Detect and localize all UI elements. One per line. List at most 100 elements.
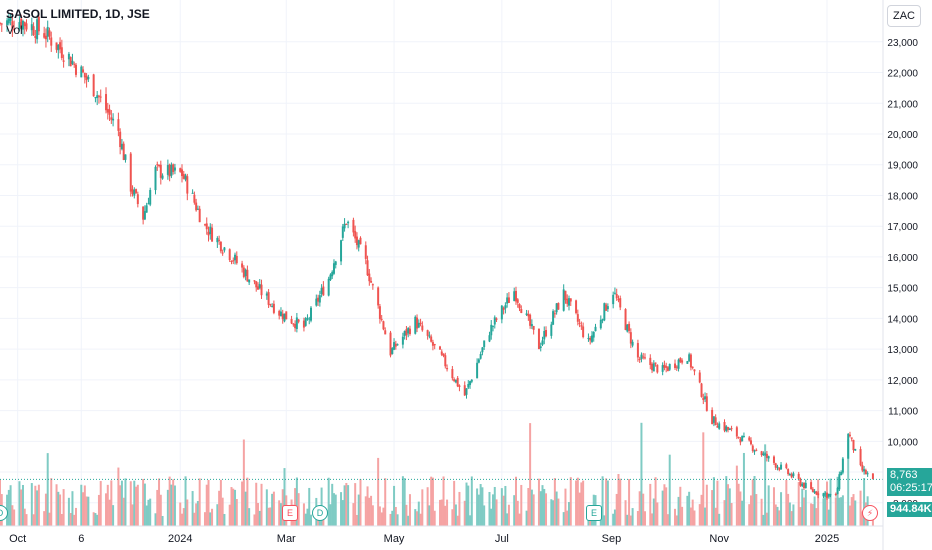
volume-bar (382, 507, 385, 526)
volume-bar (665, 487, 668, 526)
volume-bar (25, 514, 28, 526)
volume-bar (790, 511, 793, 526)
volume-bar (725, 476, 728, 526)
earnings-marker-icon[interactable]: E (282, 505, 298, 521)
candle-body (329, 274, 332, 281)
candle-body (652, 363, 655, 372)
volume-bar (234, 489, 237, 526)
candle-body (248, 279, 251, 283)
candle-body (654, 362, 657, 364)
volume-bar (347, 485, 350, 526)
volume-bar (700, 494, 703, 526)
candle-body (292, 323, 295, 325)
candle-body (550, 324, 553, 336)
volume-bar (417, 501, 420, 526)
candle-body (446, 367, 449, 370)
volume-bar (553, 478, 556, 526)
volume-bar (124, 478, 127, 526)
volume-bar (340, 492, 343, 526)
volume-bar (145, 505, 148, 526)
volume-bar (532, 494, 535, 526)
volume-bar (628, 479, 631, 526)
symbol-title[interactable]: SASOL LIMITED, 1D, JSE (6, 7, 150, 21)
candle-body (97, 95, 100, 97)
candle-body (483, 340, 486, 347)
volume-bar (419, 513, 422, 526)
candle-body (866, 473, 869, 475)
candle-body (403, 330, 406, 336)
volume-bar (476, 488, 479, 526)
candle-body (253, 280, 256, 282)
candle-body (829, 494, 832, 496)
volume-bar (755, 494, 758, 526)
time-axis[interactable]: Oct 6 2024 Mar May Jul Sep Nov 2025 (9, 533, 839, 545)
volume-bar (108, 499, 111, 526)
volume-bar (149, 498, 152, 526)
volume-bar (765, 512, 768, 526)
candle-body (44, 35, 47, 40)
volume-bar (20, 489, 23, 526)
currency-button[interactable]: ZAC (887, 5, 921, 27)
candle-body (727, 427, 730, 430)
candle-body (211, 227, 214, 242)
volume-bar (803, 497, 806, 526)
volume-bar (389, 513, 392, 526)
earnings-marker-icon[interactable]: E (586, 505, 602, 521)
candle-body (345, 223, 348, 225)
candle-body (129, 153, 132, 192)
candle-body (122, 143, 125, 160)
volume-bar (168, 476, 171, 526)
volume-bar (514, 476, 517, 526)
candle-body (520, 309, 523, 314)
volume-bar (539, 491, 542, 526)
volume-bar (256, 502, 259, 526)
candle-body (149, 190, 152, 205)
candle-body (389, 332, 392, 356)
candle-body (772, 456, 775, 463)
volume-bar (716, 480, 719, 526)
last-price-value: 8,763 (890, 469, 918, 481)
price-tick-label: 17,000 (887, 222, 918, 233)
candle-body (476, 362, 479, 379)
volume-bar (235, 499, 238, 526)
volume-bar (23, 508, 26, 526)
candle-body (712, 416, 715, 423)
volume-bar (405, 504, 408, 526)
candle-body (753, 450, 756, 452)
volume-bar (704, 507, 707, 526)
volume-bar (677, 496, 680, 526)
volume-bar (366, 486, 369, 526)
candle-body (778, 467, 781, 470)
candle-body (506, 297, 509, 304)
dividend-marker-icon[interactable]: D (312, 505, 328, 521)
volume-bar (506, 513, 509, 526)
volume-bar (760, 498, 763, 526)
candle-body (679, 358, 682, 362)
volume-bar (465, 482, 468, 526)
candle-body (848, 434, 851, 437)
volume-bar (723, 500, 726, 526)
candle-body (255, 281, 258, 288)
candle-body (232, 260, 235, 262)
candle-body (741, 435, 744, 442)
candle-body (331, 271, 334, 277)
candle-body (92, 74, 95, 97)
volume-bar (48, 512, 51, 526)
split-marker-icon[interactable]: ⚡ (862, 505, 878, 521)
volume-bar (364, 496, 367, 526)
volume-bar (69, 512, 72, 526)
candle-body (428, 335, 431, 337)
volume-indicator-label[interactable]: Vol (6, 23, 23, 37)
candle-body (191, 192, 194, 194)
candle-body (186, 176, 189, 194)
candle-body (735, 427, 738, 437)
candle-body (825, 492, 828, 498)
volume-bar (431, 477, 434, 526)
price-axis[interactable]: 8,0009,00010,00011,00012,00013,00014,000… (887, 38, 918, 510)
volume-bar (7, 489, 10, 526)
volume-bar (636, 511, 639, 526)
volume-bar (71, 491, 74, 526)
volume-bar (166, 489, 169, 526)
